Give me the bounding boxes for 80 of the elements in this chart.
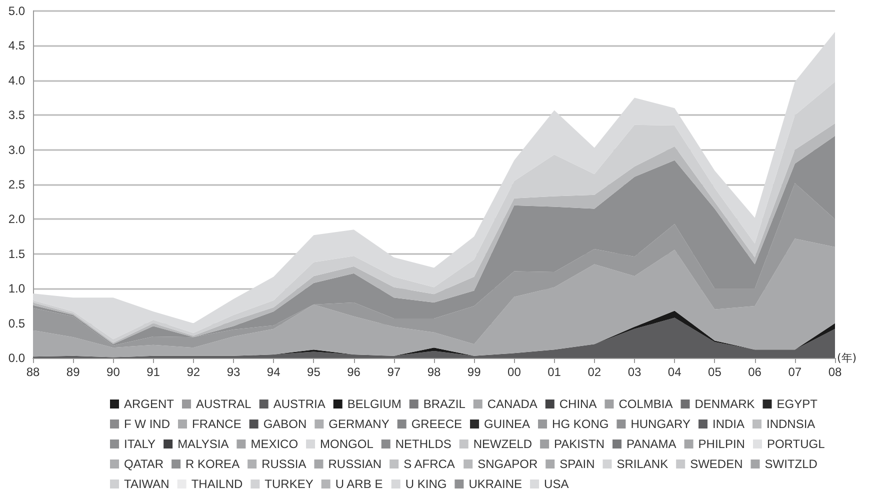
x-tick-label: 98 (427, 365, 441, 379)
legend-label: AUSTRIA (273, 397, 326, 411)
x-tick-label: 06 (748, 365, 762, 379)
x-tick-label: 04 (668, 365, 682, 379)
y-tick-label: 0.5 (8, 316, 26, 330)
legend-label: PANAMA (626, 437, 676, 451)
legend-label: NETHLDS (395, 437, 452, 451)
legend-label: NEWZELD (473, 437, 532, 451)
legend-label: CANADA (487, 397, 538, 411)
legend-label: BRAZIL (423, 397, 466, 411)
x-tick-label: 99 (467, 365, 482, 379)
x-tick-label: 90 (106, 365, 120, 379)
y-tick-label: 4.5 (8, 38, 26, 53)
legend-label: GUINEA (484, 417, 530, 431)
x-tick-label: 96 (347, 365, 361, 379)
y-tick-label: 1.0 (8, 282, 26, 296)
legend-label: PORTUGL (766, 437, 826, 451)
x-tick-label: 07 (788, 365, 802, 379)
legend-label: PHILPIN (698, 437, 745, 451)
x-tick-label: 01 (548, 365, 562, 379)
x-tick-label: 91 (146, 365, 160, 379)
y-tick-label: 0.0 (8, 351, 26, 365)
x-tick-label: 05 (708, 365, 722, 379)
legend-label: SPAIN (560, 457, 595, 471)
x-tick-label: 93 (226, 365, 240, 379)
legend-label: SWITZLD (764, 457, 818, 471)
legend-label: ARGENT (124, 397, 175, 411)
legend-label: COLMBIA (618, 397, 673, 411)
x-axis-title: (年) (837, 352, 857, 364)
legend-label: R KOREA (186, 457, 240, 471)
x-tick-label: 08 (828, 365, 842, 379)
legend-label: UKRAINE (468, 477, 522, 491)
legend-label: ITALY (124, 437, 156, 451)
legend-label: THAILND (191, 477, 243, 491)
legend-label: U KING (405, 477, 447, 491)
legend-label: PAKISTN (554, 437, 605, 451)
legend-label: BELGIUM (347, 397, 402, 411)
legend-label: MEXICO (250, 437, 298, 451)
legend-label: MALYSIA (178, 437, 229, 451)
x-tick-label: 94 (266, 365, 281, 379)
legend-label: GREECE (411, 417, 462, 431)
legend-label: GABON (263, 417, 307, 431)
legend-label: EGYPT (776, 397, 818, 411)
legend-label: S AFRCA (404, 457, 455, 471)
legend-label: SWEDEN (690, 457, 743, 471)
legend-label: MONGOL (320, 437, 374, 451)
x-tick-label: 97 (387, 365, 401, 379)
legend-label: DENMARK (694, 397, 755, 411)
y-tick-label: 1.5 (8, 246, 26, 261)
y-tick-label: 2.0 (8, 212, 26, 226)
legend-label: U ARB E (335, 477, 383, 491)
legend-label: CHINA (559, 397, 597, 411)
x-tick-label: 95 (307, 365, 321, 379)
x-tick-label: 03 (628, 365, 642, 379)
legend-label: USA (544, 477, 569, 491)
legend-label: SNGAPOR (478, 457, 538, 471)
legend-label: RUSSIA (262, 457, 306, 471)
legend-label: AUSTRAL (196, 397, 252, 411)
legend-label: INDNSIA (766, 417, 816, 431)
y-tick-label: 3.0 (8, 142, 26, 157)
legend-label: HG KONG (552, 417, 609, 431)
legend-label: TURKEY (264, 477, 314, 491)
y-tick-label: 2.5 (8, 178, 26, 192)
x-tick-label: 00 (508, 365, 522, 379)
legend-label: GERMANY (328, 417, 390, 431)
legend-label: FRANCE (192, 417, 242, 431)
legend-label: INDIA (712, 417, 745, 431)
y-tick-label: 4.0 (8, 73, 26, 88)
legend-label: SRILANK (616, 457, 668, 471)
legend-label: F W IND (124, 417, 170, 431)
legend-label: RUSSIAN (328, 457, 382, 471)
legend-label: TAIWAN (124, 477, 170, 491)
x-tick-label: 02 (588, 365, 602, 379)
legend-label: QATAR (124, 457, 164, 471)
y-tick-label: 3.5 (8, 108, 26, 122)
y-tick-label: 5.0 (8, 4, 26, 18)
x-tick-label: 88 (26, 365, 40, 379)
legend-label: HUNGARY (630, 417, 690, 431)
x-tick-label: 89 (66, 365, 80, 379)
x-tick-label: 92 (186, 365, 200, 379)
